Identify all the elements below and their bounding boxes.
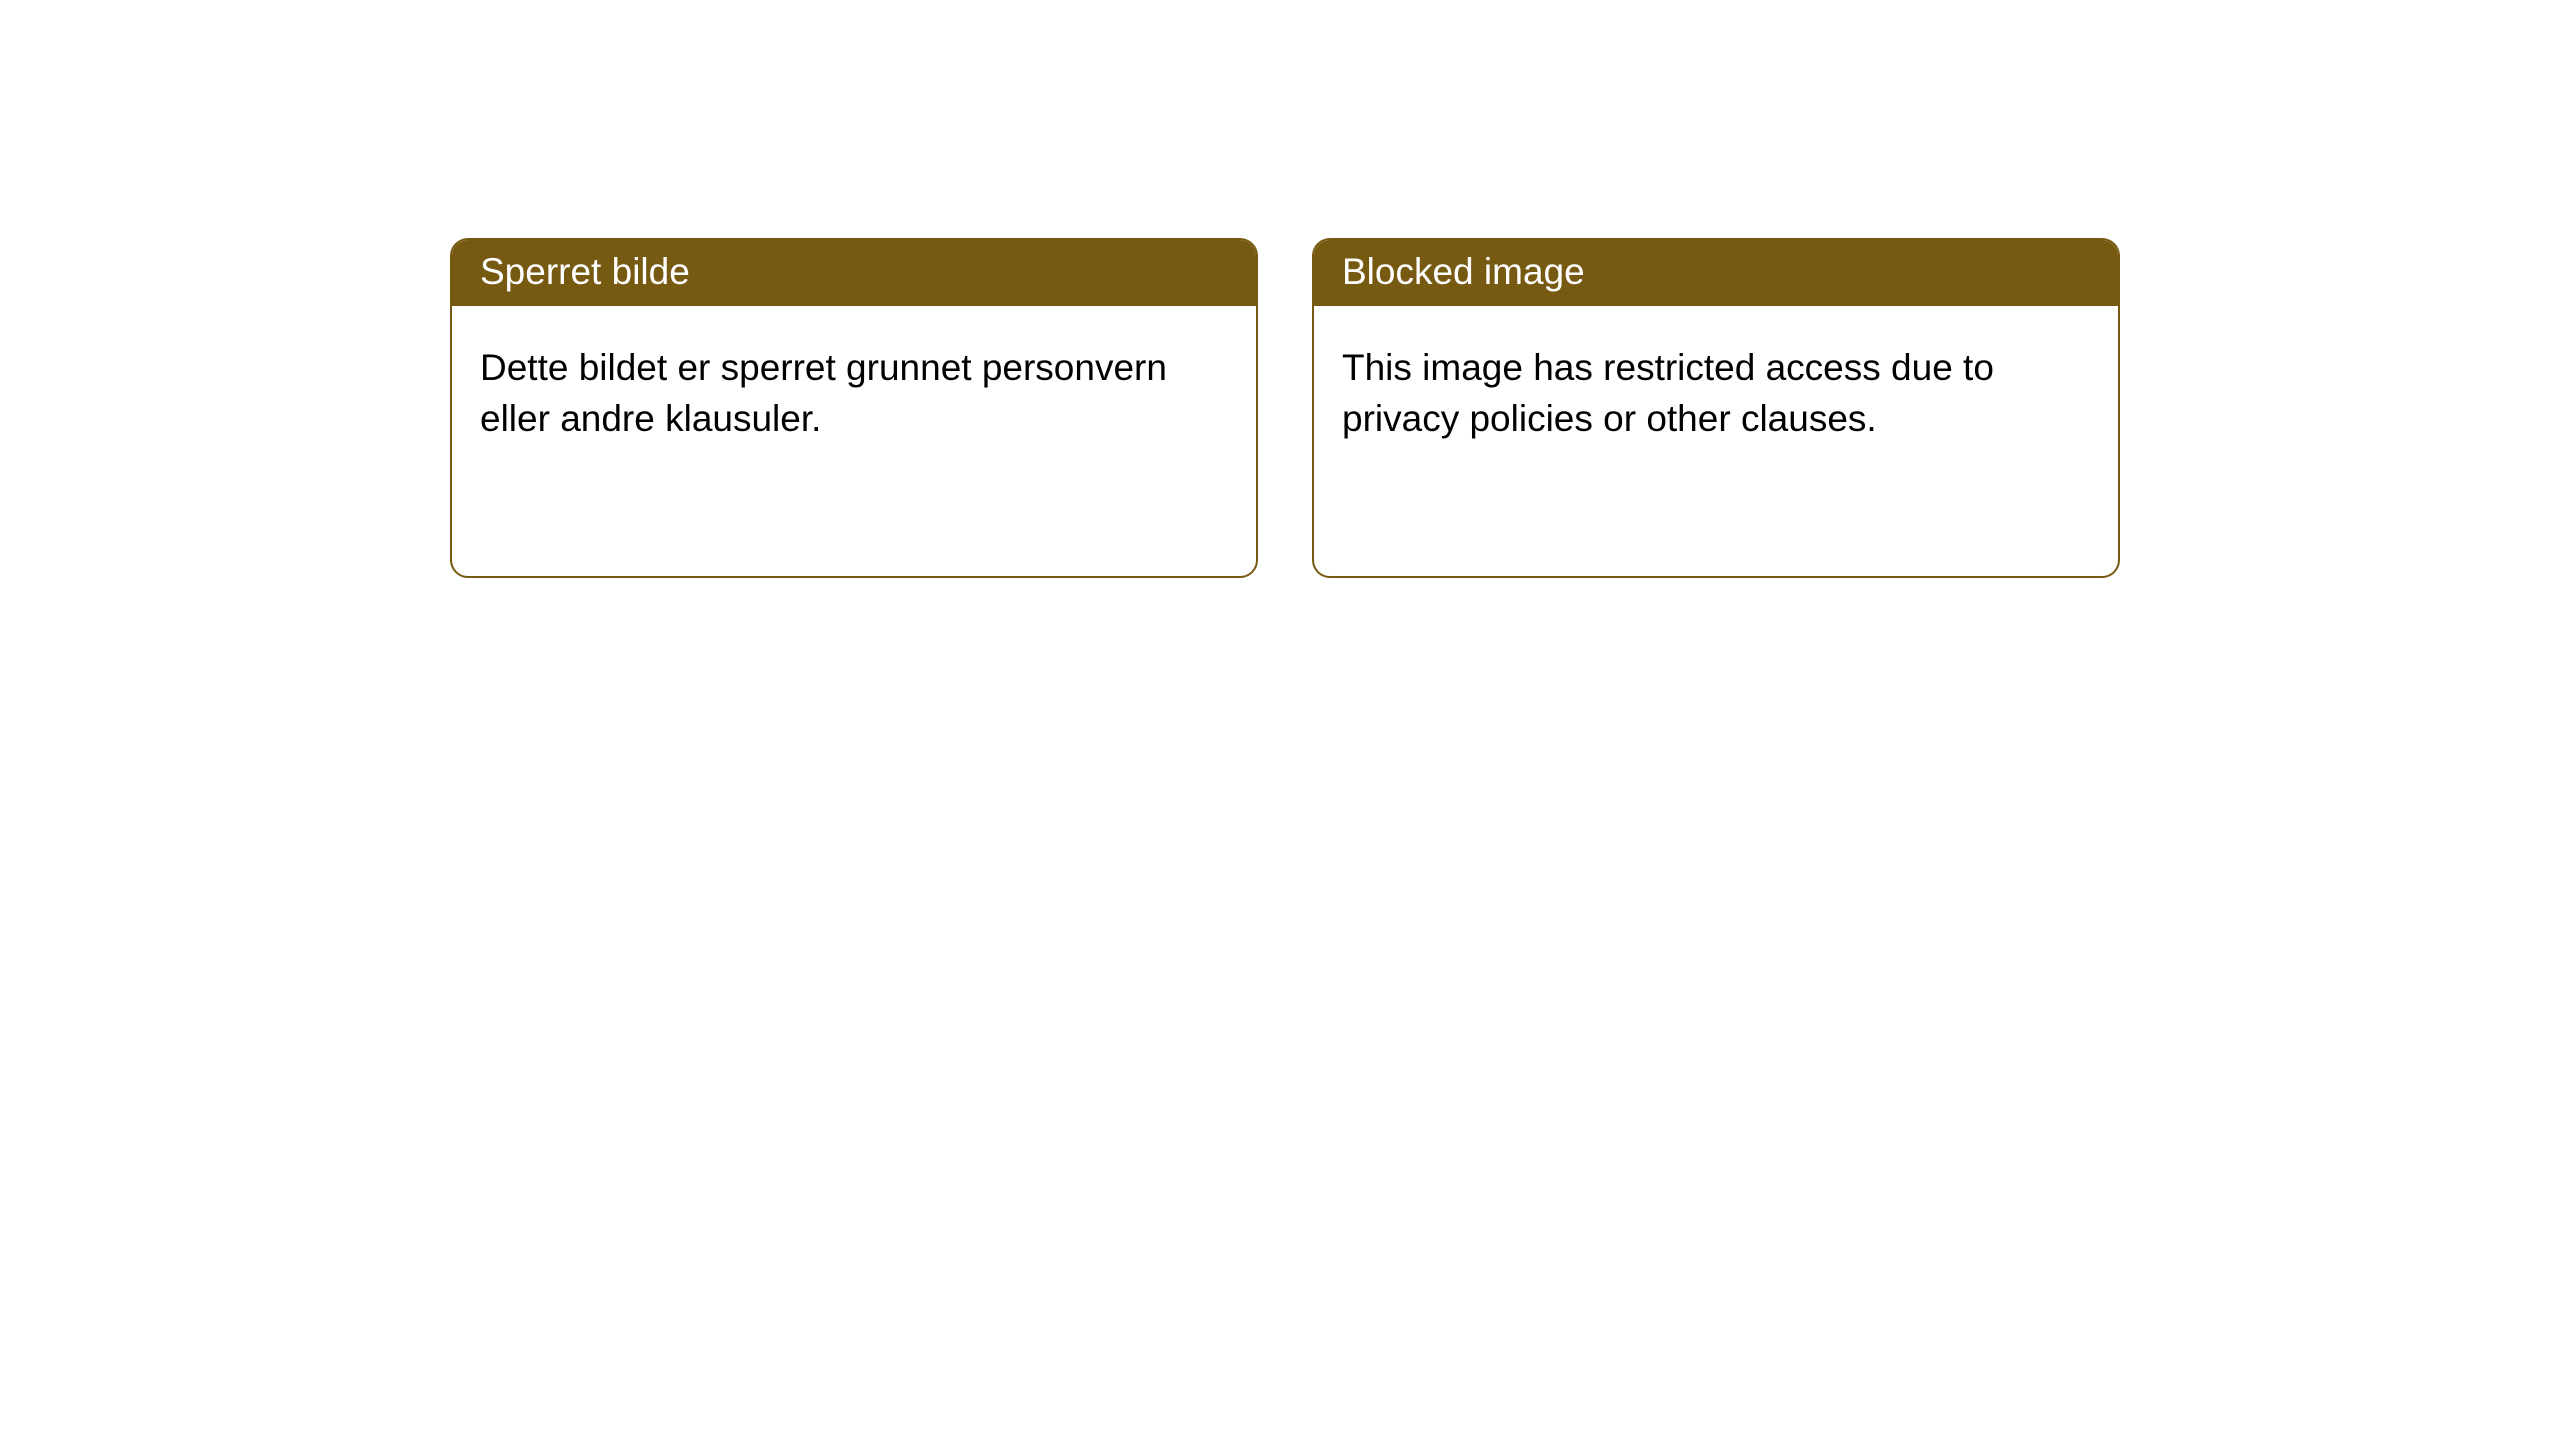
notice-container: Sperret bilde Dette bildet er sperret gr… bbox=[0, 0, 2560, 578]
notice-card-body: This image has restricted access due to … bbox=[1314, 306, 2118, 480]
notice-card-english: Blocked image This image has restricted … bbox=[1312, 238, 2120, 578]
notice-card-body: Dette bildet er sperret grunnet personve… bbox=[452, 306, 1256, 480]
notice-card-title: Blocked image bbox=[1314, 240, 2118, 306]
notice-card-title: Sperret bilde bbox=[452, 240, 1256, 306]
notice-card-norwegian: Sperret bilde Dette bildet er sperret gr… bbox=[450, 238, 1258, 578]
